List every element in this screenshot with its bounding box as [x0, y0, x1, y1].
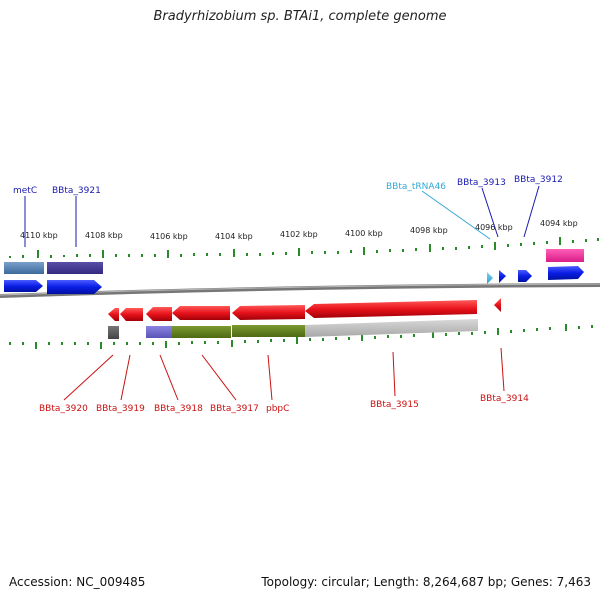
gene-bbta-3913[interactable]: [499, 270, 506, 283]
gene-metc[interactable]: [4, 280, 43, 292]
gene-label-bbta-3918[interactable]: BBta_3918: [154, 404, 203, 414]
gene-bbta-3919[interactable]: [120, 308, 143, 321]
gene-bbta-3918[interactable]: [146, 307, 172, 321]
cog-block-bbta-3921[interactable]: [47, 262, 103, 274]
gene-bbta-3915[interactable]: [305, 300, 477, 318]
ruler-label: 4108 kbp: [85, 231, 123, 240]
leader-line: [120, 354, 131, 401]
leader-line: [159, 354, 179, 401]
leader-line: [500, 347, 505, 392]
leader-line: [267, 354, 273, 401]
gene-label-metc[interactable]: metC: [13, 186, 37, 196]
gene-bbta-3921[interactable]: [47, 280, 102, 294]
gene-label-pbpc[interactable]: pbpC: [266, 404, 289, 414]
gene-bbta-3914[interactable]: [494, 298, 501, 312]
gene-label-bbta-3917[interactable]: BBta_3917: [210, 404, 259, 414]
leader-line: [63, 354, 114, 401]
gene-bbta-3917[interactable]: [172, 306, 230, 320]
cog-block-bbta-3918[interactable]: [146, 326, 172, 338]
ruler-label: 4106 kbp: [150, 232, 188, 241]
ruler-label: 4098 kbp: [410, 226, 448, 235]
ruler-label: 4094 kbp: [540, 219, 578, 228]
cog-block-metc[interactable]: [4, 262, 44, 274]
gene-label-bbta-3912[interactable]: BBta_3912: [514, 175, 563, 185]
gene-bbta-trna46[interactable]: [487, 272, 493, 284]
cog-block-bbta-3915[interactable]: [305, 319, 478, 337]
ruler-label: 4096 kbp: [475, 223, 513, 232]
gene-label-bbta-3919[interactable]: BBta_3919: [96, 404, 145, 414]
cog-block-bbta-3917[interactable]: [172, 326, 231, 338]
ruler-label: 4100 kbp: [345, 229, 383, 238]
leader-line: [421, 190, 491, 240]
leader-line: [392, 351, 396, 397]
gene-label-bbta-3920[interactable]: BBta_3920: [39, 404, 88, 414]
ruler-label: 4104 kbp: [215, 232, 253, 241]
ruler-label: 4102 kbp: [280, 230, 318, 239]
genome-title: Bradyrhizobium sp. BTAi1, complete genom…: [153, 9, 447, 24]
gene-label-bbta-3914[interactable]: BBta_3914: [480, 394, 529, 404]
gene-bbta-3913b[interactable]: [518, 270, 532, 282]
cog-block-pbpc[interactable]: [232, 325, 305, 337]
top-ruler: [9, 237, 599, 258]
leader-line: [523, 185, 540, 238]
accession-text: Accession: NC_009485: [9, 575, 146, 589]
leader-line: [481, 187, 499, 238]
cog-block-bbta-3912[interactable]: [546, 249, 584, 262]
cog-block-bbta-3920[interactable]: [108, 326, 119, 339]
gene-bbta-3920[interactable]: [108, 308, 119, 321]
topology-text: Topology: circular; Length: 8,264,687 bp…: [261, 575, 591, 589]
gene-label-bbta-3913[interactable]: BBta_3913: [457, 178, 506, 188]
gene-label-bbta-3921[interactable]: BBta_3921: [52, 186, 101, 196]
gene-bbta-3912[interactable]: [548, 266, 584, 280]
gene-label-bbta-3915[interactable]: BBta_3915: [370, 400, 419, 410]
ruler-label: 4110 kbp: [20, 231, 58, 240]
gene-pbpc[interactable]: [232, 305, 305, 320]
bottom-ruler: [9, 324, 593, 349]
leader-line: [201, 354, 237, 401]
gene-label-bbta-trna46[interactable]: BBta_tRNA46: [386, 182, 446, 192]
